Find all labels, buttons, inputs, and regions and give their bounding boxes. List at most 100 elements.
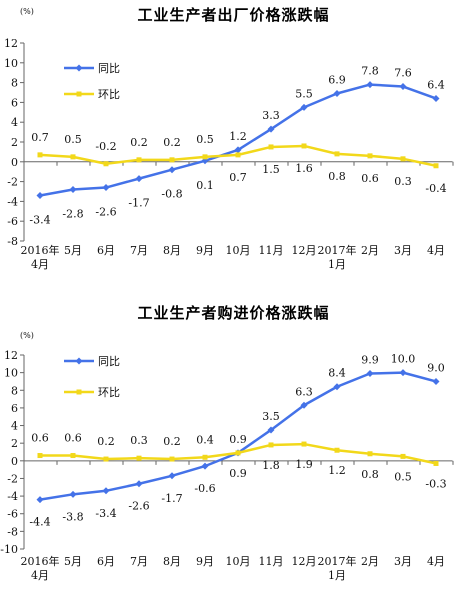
y-tick-label: -6 [7,215,18,228]
x-tick-label: 4月 [427,555,445,568]
x-tick-label: 7月 [130,555,148,568]
data-point [432,94,440,102]
data-point [37,453,43,459]
data-point [36,191,44,199]
data-label-mom: 0.3 [394,175,412,188]
data-label-yoy: -3.4 [95,507,116,520]
data-label-yoy: 6.9 [328,73,346,86]
data-point [36,496,44,504]
data-point [37,152,43,158]
data-label-mom: -0.3 [425,477,446,490]
data-label-yoy: -0.8 [161,188,182,201]
x-tick-label: 8月 [163,244,181,257]
data-label-mom: 1.2 [328,464,346,477]
data-label-mom: 1.8 [262,459,280,472]
data-label-mom: 0.5 [394,470,412,483]
y-unit-label: (%) [20,7,34,16]
data-label-yoy: -0.6 [194,482,215,495]
x-tick-label: 5月 [64,244,82,257]
purchase-price-chart-svg: 12 10 8 6 4 2 0 -2 -4 -6 -8 -10 (%) 2016年 4月 5月 6月 7月 8月 9月… [0,331,454,582]
data-label-mom: 0.6 [31,432,49,445]
data-label-mom: 0.2 [163,435,181,448]
data-label-mom: 0.9 [229,467,247,480]
y-tick-label: -6 [7,508,18,521]
x-tick-label: 3月 [394,244,412,257]
x-tick-label: 2016年 4月 [21,554,60,582]
legend-marker [75,357,83,365]
y-tick-label: 2 [11,437,18,450]
data-label-mom: 0.3 [130,434,148,447]
x-tick-label: 10月 [226,244,251,257]
data-label-yoy: 7.8 [361,65,379,78]
data-point [202,154,208,160]
data-label-yoy: -2.8 [62,208,83,221]
data-point [70,154,76,160]
data-point [102,487,110,495]
x-tick-label: 2月 [361,244,379,257]
data-label-mom: 0.8 [328,170,346,183]
data-label-mom: 0.7 [31,131,49,144]
data-label-mom: 0.7 [229,171,247,184]
data-point [333,89,341,97]
data-point [267,125,275,133]
y-tick-label: 8 [11,77,18,90]
y-tick-label: 6 [11,96,18,109]
y-tick-label: -8 [7,235,18,248]
y-tick-label: 6 [11,402,18,415]
x-tick-label: 3月 [394,555,412,568]
data-point [70,453,76,459]
x-tick-label: 9月 [196,244,214,257]
x-tick-label: 2月 [361,555,379,568]
data-label-yoy: -2.6 [95,206,116,219]
data-point [235,152,241,158]
data-point [400,453,406,459]
data-label-yoy: -4.4 [29,516,50,529]
x-tick-label: 12月 [292,244,317,257]
data-label-yoy: -3.4 [29,213,50,226]
data-point [366,81,374,89]
x-tick-label: 4月 [427,244,445,257]
y-tick-label: -10 [0,543,18,556]
data-point [169,157,175,163]
chart-title: 工业生产者购进价格涨跌幅 [137,304,330,322]
data-label-mom: 0.4 [196,433,214,446]
data-label-yoy: 3.3 [262,109,280,122]
data-label-yoy: 6.3 [295,385,313,398]
data-point [433,460,439,466]
data-label-mom: 0.2 [97,435,115,448]
data-point [433,163,439,169]
y-unit-label: (%) [20,331,34,340]
chart-title: 工业生产者出厂价格涨跌幅 [137,6,330,24]
data-label-yoy: 5.5 [295,87,313,100]
y-tick-label: 4 [11,420,18,433]
data-point [400,156,406,162]
y-tick-label: -2 [7,176,18,189]
x-tick-label: 11月 [259,555,284,568]
data-label-yoy: -2.6 [128,500,149,513]
data-point [169,456,175,462]
data-point [135,175,143,183]
y-tick-label: 10 [4,367,18,380]
x-tick-label: 12月 [292,555,317,568]
data-label-yoy: 8.4 [328,367,346,380]
y-tick-label: -2 [7,472,18,485]
y-tick-label: -4 [7,195,18,208]
data-label-mom: 0.6 [64,432,82,445]
y-tick-label: 0 [11,455,18,468]
data-label-mom: 1.6 [295,162,313,175]
data-point [399,369,407,377]
data-label-yoy: 7.6 [394,67,412,80]
y-tick-label: 12 [4,349,18,362]
data-point [300,103,308,111]
data-label-yoy: 0.1 [196,179,214,192]
data-point [69,186,77,194]
ppi-chart-svg: 12 10 8 6 4 2 0 -2 -4 -6 -8 (%) 2016年 4月 5月 6月 7月 8月 9月 10月… [4,7,454,271]
y-tick-label: -8 [7,525,18,538]
data-point [103,456,109,462]
legend-label: 同比 [98,62,120,75]
x-tick-label: 2016年 4月 [21,243,60,271]
data-label-yoy: 9.0 [427,361,445,374]
x-tick-label: 2017年 1月 [318,243,357,271]
legend-label: 环比 [98,386,120,399]
data-label-mom: 0.2 [163,136,181,149]
